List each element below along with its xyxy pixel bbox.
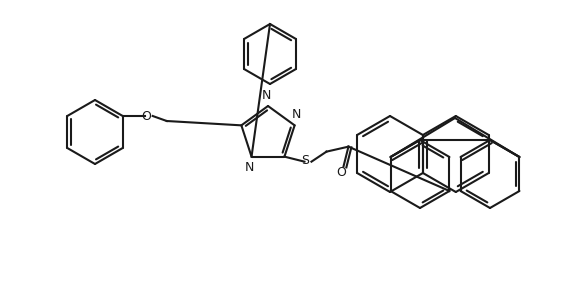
Text: N: N — [292, 108, 301, 121]
Text: O: O — [336, 166, 346, 179]
Text: N: N — [245, 161, 254, 174]
Text: S: S — [302, 154, 310, 167]
Text: O: O — [141, 109, 151, 122]
Text: N: N — [261, 89, 271, 102]
